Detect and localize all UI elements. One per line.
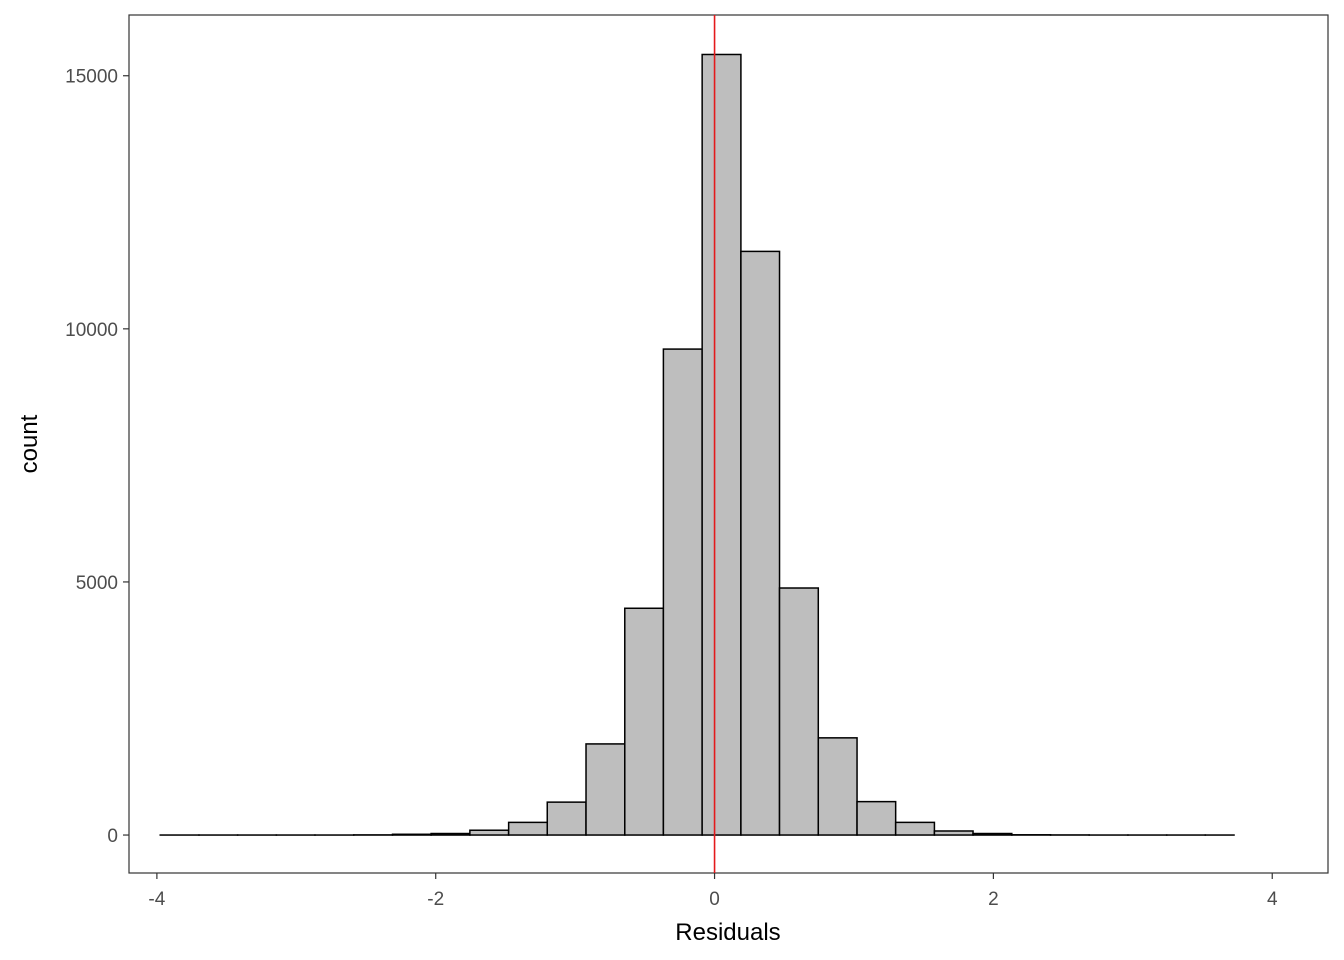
histogram-bars — [159, 53, 1235, 836]
histogram-bar — [585, 743, 626, 836]
histogram-bar — [817, 737, 858, 836]
histogram-bar — [972, 832, 1013, 836]
y-tick-label: 15000 — [65, 67, 118, 88]
x-tick-label: 0 — [709, 889, 720, 910]
histogram-bar — [701, 53, 742, 836]
histogram-bar — [430, 832, 471, 836]
y-tick-label: 10000 — [65, 320, 118, 341]
x-tick-label: 4 — [1267, 889, 1278, 910]
x-tick-label: -4 — [148, 889, 165, 910]
y-axis-title: count — [16, 414, 43, 473]
x-axis: -4 -2 0 2 4 — [148, 873, 1278, 910]
histogram-bar — [624, 607, 665, 836]
x-tick-label: -2 — [427, 889, 444, 910]
histogram-bar — [894, 821, 936, 836]
histogram-bar — [507, 821, 549, 836]
x-axis-title: Residuals — [675, 919, 780, 946]
histogram-bar — [933, 830, 974, 836]
histogram-bar — [546, 801, 587, 836]
histogram-bar — [778, 587, 820, 836]
histogram-bar — [469, 829, 510, 836]
x-tick-label: 2 — [988, 889, 999, 910]
y-axis: 0 5000 10000 15000 — [65, 67, 129, 847]
histogram-bar — [391, 833, 432, 836]
y-tick-label: 0 — [107, 826, 118, 847]
histogram-bar — [740, 250, 781, 836]
y-tick-label: 5000 — [76, 573, 118, 594]
histogram-bar — [662, 348, 703, 836]
histogram-bar — [856, 800, 897, 836]
